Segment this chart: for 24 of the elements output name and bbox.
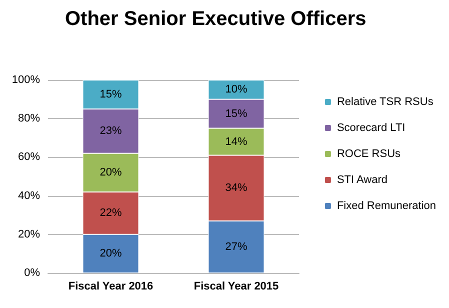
data-label: 22% (100, 207, 122, 220)
data-label: 27% (225, 240, 248, 253)
data-label: 20% (100, 248, 122, 260)
legend-label: STI Award (336, 174, 388, 186)
y-tick-label: 40% (18, 190, 40, 202)
data-label: 10% (225, 84, 248, 96)
chart-title: Other Senior Executive Officers (65, 8, 366, 30)
data-label: 14% (225, 136, 248, 148)
legend-label: Scorecard LTI (336, 122, 406, 134)
y-tick-label: 80% (18, 112, 40, 125)
y-tick-label: 60% (18, 151, 40, 164)
y-tick-label: 0% (24, 267, 40, 279)
x-tick-label: Fiscal Year 2015 (194, 280, 279, 292)
data-label: 20% (100, 166, 122, 179)
data-label: 15% (100, 88, 122, 100)
data-label: 23% (100, 125, 122, 138)
legend-label: Relative TSR RSUs (336, 96, 434, 108)
x-tick-label: Fiscal Year 2016 (68, 280, 154, 292)
y-tick-label: 20% (18, 228, 40, 240)
legend-label: ROCE RSUs (336, 148, 402, 160)
y-tick-label: 100% (12, 74, 40, 86)
legend-label: Fixed Remuneration (336, 200, 436, 212)
data-label: 34% (225, 182, 248, 194)
data-label: 15% (225, 108, 248, 120)
